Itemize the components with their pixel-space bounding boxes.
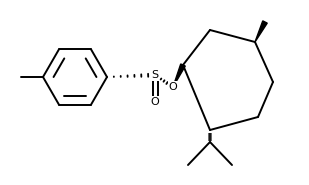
Polygon shape [255, 21, 267, 42]
Text: O: O [150, 97, 159, 107]
Text: O: O [169, 82, 177, 92]
Text: S: S [151, 70, 159, 80]
Polygon shape [173, 64, 185, 87]
